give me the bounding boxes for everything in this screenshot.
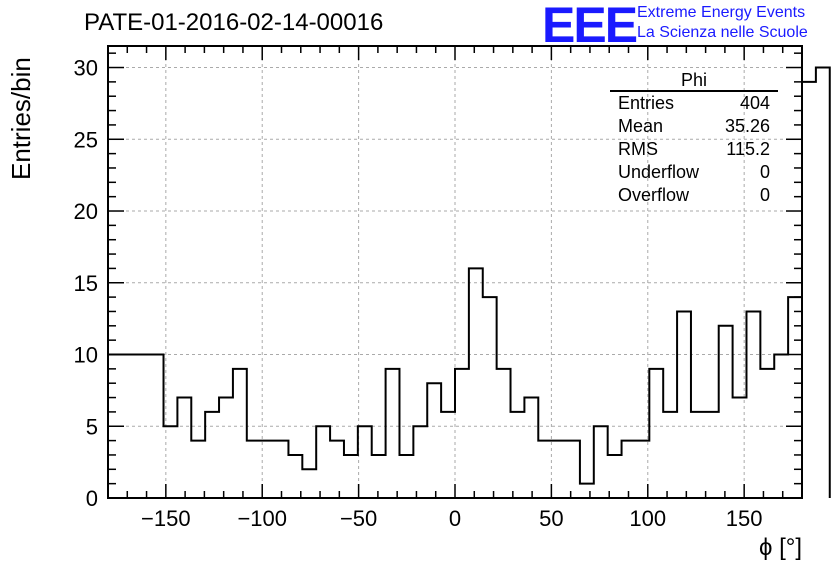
histogram-bin — [399, 455, 413, 498]
y-tick-label: 0 — [86, 486, 98, 511]
histogram-bin — [427, 383, 441, 498]
histogram-bin — [746, 311, 760, 498]
grid-lines — [108, 46, 802, 499]
histogram-bin — [136, 355, 150, 498]
histogram-bin — [316, 426, 330, 498]
y-tick-label: 30 — [74, 56, 98, 81]
histogram-bin — [719, 326, 733, 498]
stats-key: Underflow — [618, 162, 700, 182]
histogram-bin — [302, 469, 316, 498]
x-tick-label: 50 — [539, 506, 563, 531]
logo-line-2: La Scienza nelle Scuole — [637, 24, 808, 41]
y-axis-label: Entries/bin — [6, 57, 36, 180]
histogram-bin — [580, 484, 594, 498]
histogram-bin — [622, 441, 636, 498]
stats-box-title: Phi — [610, 70, 778, 92]
chart-title: PATE-01-2016-02-14-00016 — [84, 9, 384, 36]
histogram-bin — [483, 297, 497, 498]
histogram-bin — [663, 412, 677, 498]
x-tick-label: −150 — [141, 506, 191, 531]
stats-row-rms: RMS 115.2 — [610, 138, 778, 161]
histogram-bin — [344, 455, 358, 498]
stats-key: RMS — [618, 139, 658, 159]
stats-value: 35.26 — [724, 116, 770, 136]
histogram-bin — [233, 369, 247, 498]
x-tick-label: −50 — [340, 506, 377, 531]
histogram-bin — [594, 426, 608, 498]
stats-row-overflow: Overflow 0 — [610, 184, 778, 207]
histogram-bin — [177, 398, 191, 498]
y-tick-label: 20 — [74, 199, 98, 224]
stats-box: Phi Entries 404 Mean 35.26 RMS 115.2 Und… — [610, 70, 778, 207]
histogram-bin — [705, 412, 719, 498]
histogram-bin — [566, 441, 580, 498]
histogram-bin — [358, 426, 372, 498]
stats-key: Entries — [618, 93, 675, 113]
histogram-bin — [497, 369, 511, 498]
logo-line-1: Extreme Energy Events — [637, 4, 806, 21]
histogram-bin — [441, 412, 455, 498]
stats-value: 0 — [759, 185, 770, 205]
histogram-bin — [538, 441, 552, 498]
stats-value: 0 — [759, 162, 770, 182]
stats-row-entries: Entries 404 — [610, 92, 778, 115]
histogram-bin — [372, 455, 386, 498]
histogram-bin — [275, 441, 289, 498]
histogram-bin — [330, 441, 344, 498]
y-tick-label: 5 — [86, 414, 98, 439]
histogram-bin — [386, 369, 400, 498]
stats-value: 404 — [739, 93, 770, 113]
histogram-bin — [649, 369, 663, 498]
y-tick-label: 15 — [74, 271, 98, 296]
x-tick-label: 0 — [449, 506, 461, 531]
histogram-bin — [455, 369, 469, 498]
histogram-bin — [219, 398, 233, 498]
histogram-bin — [677, 311, 691, 498]
histogram-bin — [413, 426, 427, 498]
eee-logo: EEE — [542, 0, 638, 53]
histogram-bin — [691, 412, 705, 498]
y-tick-label: 10 — [74, 343, 98, 368]
stats-key: Mean — [618, 116, 664, 136]
histogram-bin — [469, 268, 483, 498]
axis-ticks — [108, 46, 802, 499]
axis-tick-labels: −150 −100 −50 0 50 100 150 0 5 10 15 20 25 30 — [74, 56, 763, 531]
histogram-bin — [524, 398, 538, 498]
y-tick-label: 25 — [74, 127, 98, 152]
histogram-bin — [816, 68, 830, 498]
x-tick-label: 150 — [726, 506, 763, 531]
histogram-bin — [191, 441, 205, 498]
histogram-bin — [802, 82, 816, 498]
histogram-bin — [552, 441, 566, 498]
stats-row-mean: Mean 35.26 — [610, 115, 778, 138]
histogram-bin — [511, 412, 525, 498]
histogram-bin — [205, 412, 219, 498]
stats-key: Overflow — [618, 185, 690, 205]
x-axis-label: ϕ [°] — [758, 534, 802, 561]
stats-row-underflow: Underflow 0 — [610, 161, 778, 184]
stats-value: 115.2 — [726, 139, 770, 159]
histogram-step-line — [108, 66, 831, 498]
x-tick-label: −100 — [237, 506, 287, 531]
histogram-bin — [760, 369, 774, 498]
x-tick-label: 100 — [629, 506, 666, 531]
histogram-bin — [247, 441, 261, 498]
